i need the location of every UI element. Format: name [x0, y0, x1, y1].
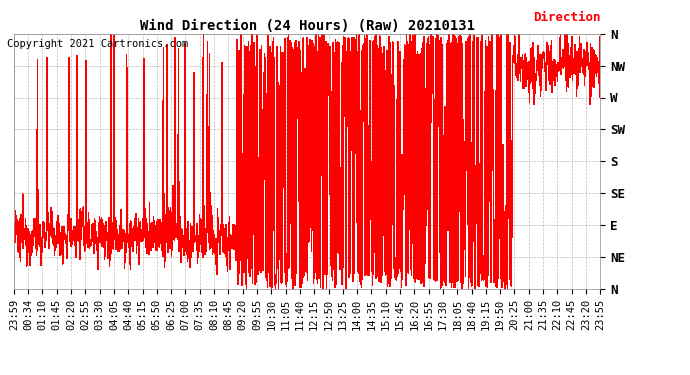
Text: Copyright 2021 Cartronics.com: Copyright 2021 Cartronics.com: [7, 39, 188, 50]
Title: Wind Direction (24 Hours) (Raw) 20210131: Wind Direction (24 Hours) (Raw) 20210131: [139, 19, 475, 33]
Text: Direction: Direction: [533, 10, 600, 24]
